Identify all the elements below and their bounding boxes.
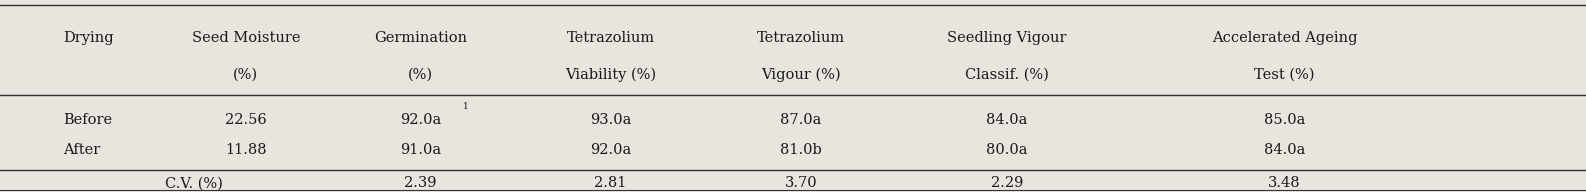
Text: Vigour (%): Vigour (%) [761,68,841,82]
Text: (%): (%) [408,68,433,82]
Text: 3.48: 3.48 [1269,176,1301,190]
Text: Drying: Drying [63,31,114,45]
Text: Seed Moisture: Seed Moisture [192,31,300,45]
Text: 84.0a: 84.0a [986,113,1028,127]
Text: Test (%): Test (%) [1255,68,1315,82]
Text: Classif. (%): Classif. (%) [966,68,1048,82]
Text: 80.0a: 80.0a [986,143,1028,157]
Text: 81.0b: 81.0b [780,143,822,157]
Text: Before: Before [63,113,113,127]
Text: 22.56: 22.56 [225,113,266,127]
Text: 2.39: 2.39 [404,176,436,190]
Text: 2.29: 2.29 [991,176,1023,190]
Text: Tetrazolium: Tetrazolium [566,31,655,45]
Text: Germination: Germination [374,31,466,45]
Text: 84.0a: 84.0a [1264,143,1305,157]
Text: 1: 1 [463,102,469,111]
Text: 93.0a: 93.0a [590,113,631,127]
Text: 2.81: 2.81 [595,176,626,190]
Text: Tetrazolium: Tetrazolium [757,31,845,45]
Text: 92.0a: 92.0a [400,113,441,127]
Text: Seedling Vigour: Seedling Vigour [947,31,1067,45]
Text: Viability (%): Viability (%) [565,68,657,82]
Text: 92.0a: 92.0a [590,143,631,157]
Text: After: After [63,143,100,157]
Text: 91.0a: 91.0a [400,143,441,157]
Text: 87.0a: 87.0a [780,113,822,127]
Text: 3.70: 3.70 [785,176,817,190]
Text: 85.0a: 85.0a [1264,113,1305,127]
Text: Accelerated Ageing: Accelerated Ageing [1212,31,1358,45]
Text: 11.88: 11.88 [225,143,266,157]
Text: (%): (%) [233,68,259,82]
Text: C.V. (%): C.V. (%) [165,176,224,190]
